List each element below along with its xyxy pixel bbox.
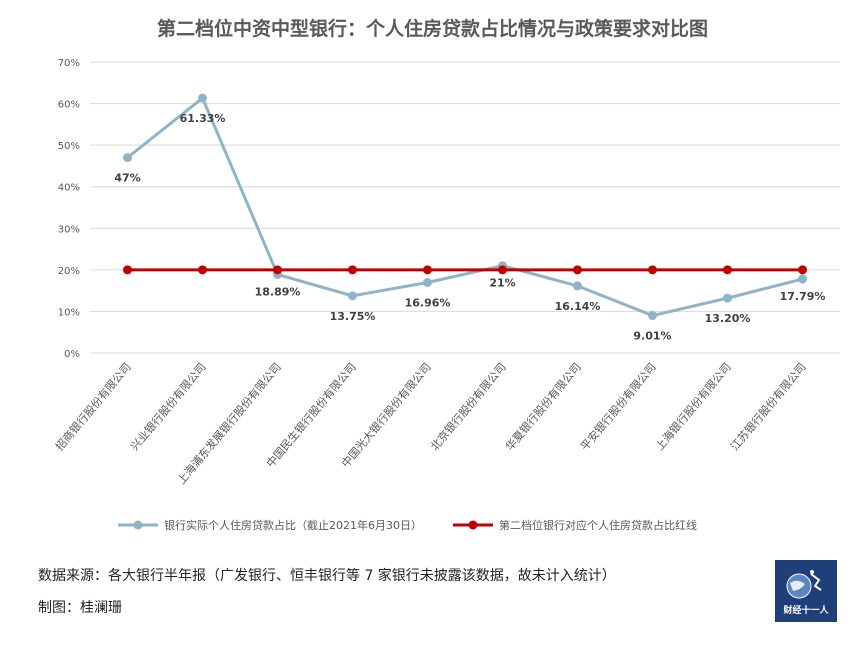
point-actual — [723, 293, 732, 303]
data-label: 16.96% — [405, 296, 451, 309]
credit-note: 制图：桂澜珊 — [38, 600, 122, 616]
y-tick-label: 40% — [58, 183, 80, 194]
point-redline — [498, 265, 507, 275]
legend: 银行实际个人住房贷款占比（截止2021年6月30日） 第二档位银行对应个人住房贷款… — [118, 518, 697, 532]
legend-marker-actual — [133, 520, 143, 530]
x-tick-label: 江苏银行股份有限公司 — [727, 360, 808, 453]
data-label: 13.20% — [705, 312, 751, 325]
x-tick-label: 兴业银行股份有限公司 — [127, 360, 208, 453]
data-label: 9.01% — [633, 330, 671, 343]
point-redline — [348, 265, 357, 275]
data-label: 21% — [489, 277, 515, 290]
x-tick-label: 华夏银行股份有限公司 — [502, 360, 583, 453]
legend-marker-redline — [468, 520, 478, 530]
data-labels: 47% 61.33% 18.89% 13.75% 16.96% 21% 16.14% 9.01… — [114, 112, 825, 343]
x-axis-categories: 招商银行股份有限公司兴业银行股份有限公司上海浦东发展银行股份有限公司中国民生银行… — [52, 360, 808, 487]
point-actual — [198, 93, 207, 103]
point-redline — [273, 265, 282, 275]
x-tick-label: 招商银行股份有限公司 — [52, 360, 133, 453]
point-redline — [198, 265, 207, 275]
y-tick-label: 60% — [58, 100, 80, 111]
globe-runner-icon — [786, 570, 822, 599]
data-label: 47% — [114, 172, 140, 185]
point-actual — [348, 291, 357, 301]
logo-text: 财经十一人 — [783, 606, 829, 616]
y-tick-label: 50% — [58, 141, 80, 152]
x-tick-label: 中国光大银行股份有限公司 — [338, 360, 434, 470]
y-tick-label: 70% — [58, 58, 80, 69]
data-label: 13.75% — [330, 310, 376, 323]
x-tick-label: 北京银行股份有限公司 — [427, 360, 508, 453]
point-redline — [798, 265, 807, 275]
point-redline — [723, 265, 732, 275]
line-chart: 0% 10% 20% 30% 40% 50% 60% 70% 招商银行股份有限公司兴业银行股份… — [52, 58, 840, 532]
data-label: 16.14% — [555, 300, 601, 313]
x-tick-label: 平安银行股份有限公司 — [577, 360, 658, 453]
point-actual — [648, 311, 657, 321]
chart-title: 第二档位中资中型银行：个人住房贷款占比情况与政策要求对比图 — [156, 18, 708, 40]
series-line-actual — [126, 95, 803, 318]
y-tick-label: 0% — [64, 349, 80, 360]
brand-logo: 财经十一人 — [775, 560, 837, 622]
data-label: 61.33% — [180, 112, 226, 125]
data-label: 18.89% — [255, 285, 301, 298]
point-actual — [798, 274, 807, 284]
point-redline — [123, 265, 132, 275]
series-lines — [126, 95, 803, 318]
x-tick-label: 上海银行股份有限公司 — [652, 360, 733, 453]
y-axis-ticks: 0% 10% 20% 30% 40% 50% 60% 70% — [58, 58, 80, 360]
point-actual — [423, 277, 432, 287]
grid-lines — [90, 61, 840, 354]
point-actual — [123, 153, 132, 163]
point-redline — [423, 265, 432, 275]
point-actual — [573, 281, 582, 291]
series-points — [123, 93, 807, 321]
legend-label-actual: 银行实际个人住房贷款占比（截止2021年6月30日） — [164, 518, 422, 532]
y-tick-label: 20% — [58, 266, 80, 277]
point-redline — [573, 265, 582, 275]
y-tick-label: 10% — [58, 307, 80, 318]
legend-label-redline: 第二档位银行对应个人住房贷款占比红线 — [499, 518, 697, 532]
source-note: 数据来源：各大银行半年报（广发银行、恒丰银行等 7 家银行未披露该数据，故未计入… — [38, 568, 616, 584]
y-tick-label: 30% — [58, 224, 80, 235]
data-label: 17.79% — [780, 290, 826, 303]
x-tick-label: 中国民生银行股份有限公司 — [263, 360, 359, 470]
point-redline — [648, 265, 657, 275]
